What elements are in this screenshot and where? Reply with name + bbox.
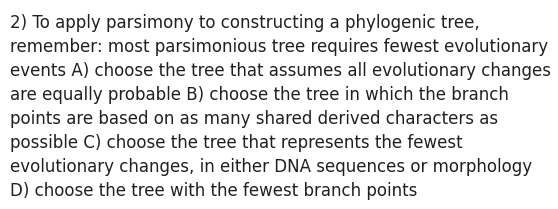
Text: points are based on as many shared derived characters as: points are based on as many shared deriv… — [10, 110, 498, 128]
Text: 2) To apply parsimony to constructing a phylogenic tree,: 2) To apply parsimony to constructing a … — [10, 14, 480, 32]
Text: D) choose the tree with the fewest branch points: D) choose the tree with the fewest branc… — [10, 182, 417, 200]
Text: events A) choose the tree that assumes all evolutionary changes: events A) choose the tree that assumes a… — [10, 62, 551, 80]
Text: evolutionary changes, in either DNA sequences or morphology: evolutionary changes, in either DNA sequ… — [10, 158, 532, 176]
Text: remember: most parsimonious tree requires fewest evolutionary: remember: most parsimonious tree require… — [10, 38, 548, 56]
Text: are equally probable B) choose the tree in which the branch: are equally probable B) choose the tree … — [10, 86, 509, 104]
Text: possible C) choose the tree that represents the fewest: possible C) choose the tree that represe… — [10, 134, 463, 152]
